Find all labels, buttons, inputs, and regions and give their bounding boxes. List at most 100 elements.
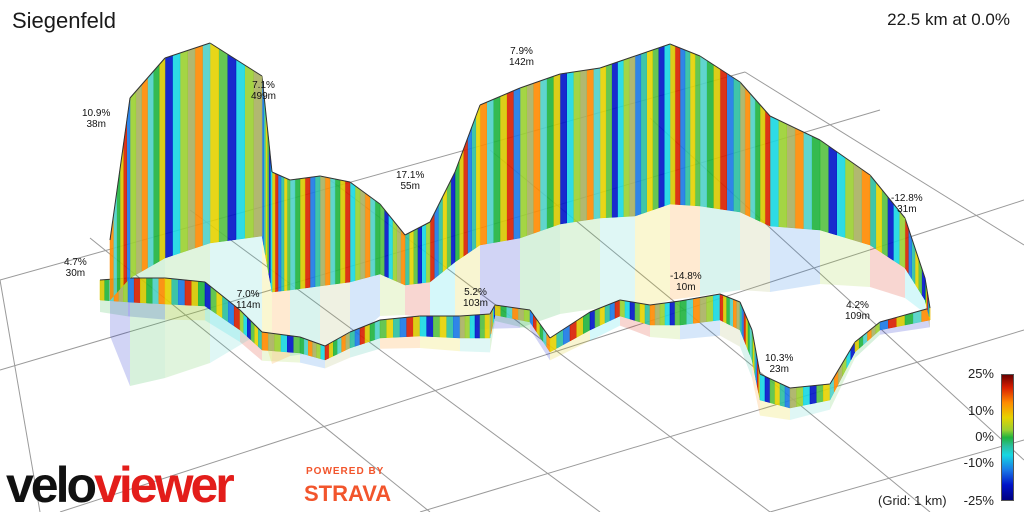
wall-slice — [693, 297, 701, 324]
route-summary: 22.5 km at 0.0% — [887, 10, 1010, 29]
wall-slice — [287, 335, 294, 353]
wall-slice — [623, 57, 630, 217]
elevation-wall — [99, 42, 931, 409]
wall-slice — [454, 160, 460, 263]
wall-slice — [113, 192, 117, 297]
wall-slice — [823, 383, 831, 402]
wall-slice — [429, 213, 435, 283]
grid-line — [189, 209, 601, 513]
wall-slice — [314, 175, 321, 287]
strava-logo[interactable]: STRAVA — [304, 481, 392, 506]
elevation-outline — [479, 87, 521, 106]
wall-slice — [274, 333, 282, 352]
reflection-segment — [550, 330, 590, 361]
reflection-segment — [790, 400, 830, 420]
wall-slice — [769, 115, 779, 227]
wall-slice — [140, 277, 147, 304]
wall-slice — [308, 339, 313, 357]
wall-slice — [764, 375, 771, 403]
wall-slice — [566, 71, 574, 224]
wall-slice — [152, 277, 160, 304]
wall-slice — [393, 317, 401, 338]
wall-slice — [359, 188, 366, 280]
wall-slice — [421, 223, 427, 284]
grid-line — [0, 279, 41, 513]
wall-slice — [706, 59, 714, 209]
wall-slice — [324, 176, 331, 286]
wall-slice — [392, 218, 397, 282]
wall-slice — [479, 101, 487, 246]
wall-slice — [198, 281, 206, 307]
wall-slice — [836, 151, 846, 238]
wall-slice — [706, 294, 714, 322]
elevation-outline — [739, 81, 771, 117]
wall-slice — [803, 385, 811, 406]
elevation-outline — [349, 181, 381, 205]
wall-slice — [628, 55, 636, 217]
reflection-segment — [165, 243, 210, 378]
wall-slice — [563, 324, 571, 346]
wall-slice — [759, 373, 766, 402]
wall-slice — [686, 298, 694, 325]
reflection-segment — [740, 330, 752, 378]
elevation-outline — [589, 299, 621, 313]
elevation-outline — [261, 75, 273, 173]
wall-slice — [344, 180, 351, 283]
reflection-segment — [752, 360, 760, 416]
wall-slice — [674, 45, 681, 205]
wall-slice — [699, 55, 707, 208]
wall-slice — [769, 378, 776, 405]
grade-annotation: -14.8% 10m — [670, 271, 702, 293]
wall-slice — [599, 65, 607, 219]
grade-annotation: 10.9% 38m — [82, 108, 111, 130]
wall-slice — [146, 277, 153, 304]
wall-slice — [794, 127, 804, 229]
wall-slice — [309, 176, 316, 288]
reflection-segment — [520, 224, 560, 328]
grid-line — [419, 329, 1024, 513]
wall-slice — [816, 384, 824, 403]
wall-slice — [694, 53, 701, 207]
elevation-outline — [904, 217, 926, 279]
wall-slice — [433, 315, 441, 338]
reflection-segment — [830, 352, 855, 410]
wall-slice — [506, 90, 514, 241]
elevation-outline — [679, 293, 721, 302]
wall-slice — [379, 319, 387, 339]
elevation-outline — [634, 43, 671, 57]
elevation-outline — [209, 42, 263, 77]
wall-slice — [286, 178, 291, 291]
reflection-segment — [325, 348, 350, 369]
elevation-outline — [454, 104, 481, 173]
reflection-segment — [165, 304, 205, 321]
grade-annotation: 10.3% 23m — [765, 353, 794, 375]
reflection-segment — [455, 245, 480, 329]
wall-slice — [312, 341, 317, 358]
wall-slice — [573, 70, 581, 223]
wall-slice — [341, 333, 347, 353]
wall-slice — [374, 199, 381, 276]
wall-slice — [553, 73, 561, 227]
wall-slice — [349, 329, 356, 349]
wall-slice — [475, 104, 481, 249]
wall-slice — [726, 296, 731, 326]
grade-annotation: 4.2% 109m — [845, 300, 871, 322]
reflection-segment — [820, 230, 870, 287]
wall-slice — [374, 319, 381, 341]
wall-slice — [654, 303, 661, 326]
wall-slice — [450, 171, 456, 266]
elevation-outline — [324, 331, 351, 347]
veloviewer-logo[interactable]: veloviewer — [6, 457, 235, 513]
wall-slice — [271, 171, 276, 293]
wall-slice — [194, 45, 203, 249]
elevation-outline — [299, 336, 326, 347]
elevation-outline — [204, 281, 241, 311]
reflection-segment — [460, 338, 490, 353]
wall-slice — [133, 277, 141, 303]
elevation-outline — [404, 221, 431, 236]
wall-slice — [619, 299, 626, 318]
reflection-segment — [650, 325, 680, 340]
elevation-outline — [489, 304, 496, 315]
